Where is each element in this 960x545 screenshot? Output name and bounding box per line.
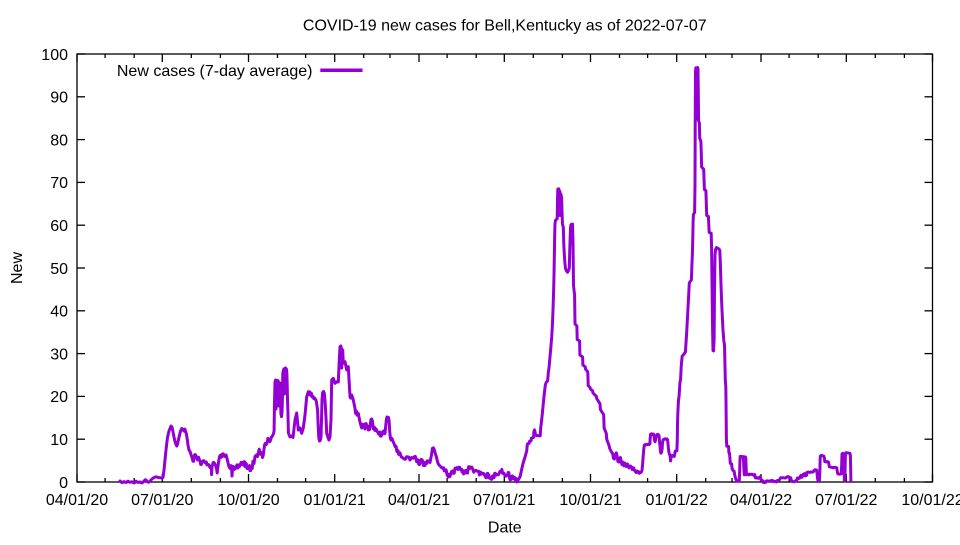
svg-text:100: 100 xyxy=(41,47,68,64)
svg-text:60: 60 xyxy=(50,218,68,235)
svg-text:10: 10 xyxy=(50,432,68,449)
svg-text:04/01/20: 04/01/20 xyxy=(46,492,108,509)
svg-text:80: 80 xyxy=(50,132,68,149)
svg-text:70: 70 xyxy=(50,175,68,192)
svg-text:Date: Date xyxy=(488,520,522,537)
svg-text:40: 40 xyxy=(50,304,68,321)
svg-text:01/01/22: 01/01/22 xyxy=(646,492,708,509)
svg-text:New: New xyxy=(9,252,26,284)
svg-text:10/01/20: 10/01/20 xyxy=(217,492,279,509)
svg-text:10/01/21: 10/01/21 xyxy=(559,492,621,509)
svg-text:20: 20 xyxy=(50,389,68,406)
svg-text:07/01/21: 07/01/21 xyxy=(473,492,535,509)
svg-text:07/01/22: 07/01/22 xyxy=(815,492,877,509)
svg-text:50: 50 xyxy=(50,261,68,278)
svg-text:New cases (7-day average): New cases (7-day average) xyxy=(117,63,313,80)
svg-text:10/01/22: 10/01/22 xyxy=(901,492,960,509)
svg-text:01/01/21: 01/01/21 xyxy=(304,492,366,509)
svg-text:30: 30 xyxy=(50,346,68,363)
svg-text:90: 90 xyxy=(50,90,68,107)
svg-text:07/01/20: 07/01/20 xyxy=(131,492,193,509)
svg-text:0: 0 xyxy=(59,475,68,492)
svg-text:04/01/21: 04/01/21 xyxy=(388,492,450,509)
svg-text:COVID-19 new cases for Bell,Ke: COVID-19 new cases for Bell,Kentucky as … xyxy=(303,18,707,35)
svg-text:04/01/22: 04/01/22 xyxy=(730,492,792,509)
